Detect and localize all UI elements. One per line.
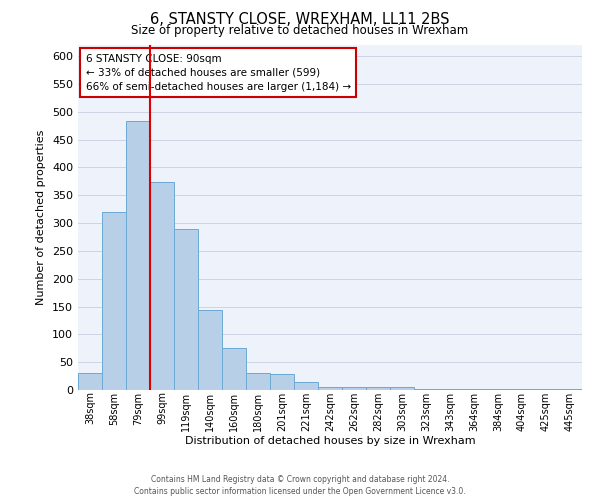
Bar [198,310,222,390]
Bar [222,348,246,390]
Bar [270,374,294,390]
Bar [366,387,390,390]
Bar [126,121,150,390]
Bar [246,374,270,390]
Text: 6 STANSTY CLOSE: 90sqm
← 33% of detached houses are smaller (599)
66% of semi-de: 6 STANSTY CLOSE: 90sqm ← 33% of detached… [86,54,350,92]
Text: Contains HM Land Registry data © Crown copyright and database right 2024.
Contai: Contains HM Land Registry data © Crown c… [134,474,466,496]
Text: 6, STANSTY CLOSE, WREXHAM, LL11 2BS: 6, STANSTY CLOSE, WREXHAM, LL11 2BS [150,12,450,28]
Bar [438,389,462,390]
Bar [414,389,438,390]
X-axis label: Distribution of detached houses by size in Wrexham: Distribution of detached houses by size … [185,436,475,446]
Bar [342,387,366,390]
Bar [78,374,102,390]
Bar [486,389,510,390]
Bar [462,389,486,390]
Bar [150,182,174,390]
Y-axis label: Number of detached properties: Number of detached properties [37,130,46,305]
Bar [294,382,318,390]
Bar [174,228,198,390]
Bar [510,389,534,390]
Text: Size of property relative to detached houses in Wrexham: Size of property relative to detached ho… [131,24,469,37]
Bar [558,389,582,390]
Bar [318,387,342,390]
Bar [390,387,414,390]
Bar [534,389,558,390]
Bar [102,212,126,390]
